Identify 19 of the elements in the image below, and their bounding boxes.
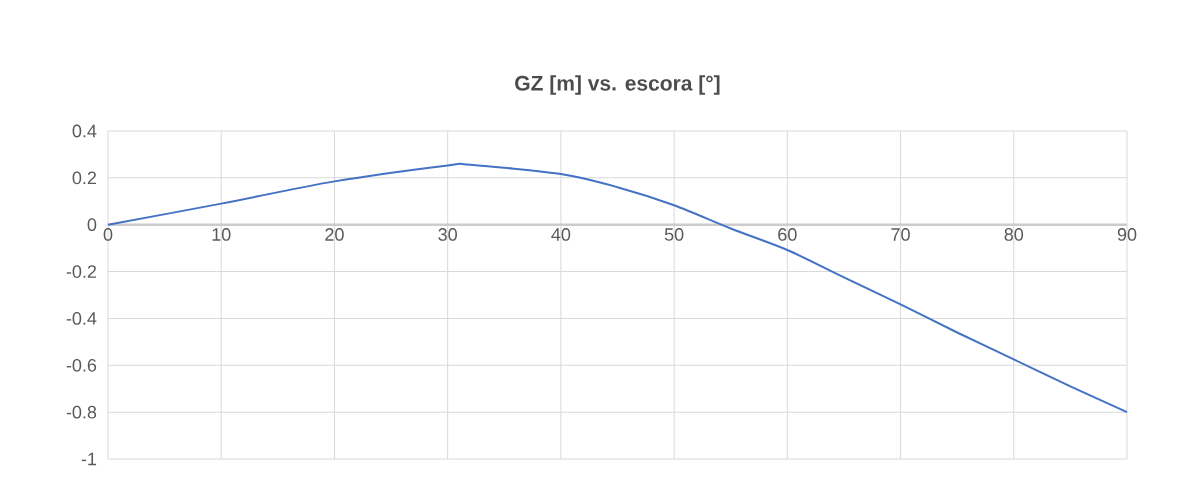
x-tick-label: 90 [1117, 228, 1137, 241]
x-tick-label: 20 [325, 228, 344, 241]
x-tick-label: 70 [891, 228, 910, 241]
y-tick-label: 0 [87, 218, 97, 232]
x-tick-label: 50 [664, 228, 684, 241]
y-tick-label: -0.8 [66, 405, 97, 419]
y-tick-label: -1 [81, 452, 97, 466]
y-tick-label: 0.2 [72, 171, 97, 185]
y-tick-label: -0.4 [66, 312, 97, 325]
x-tick-label: 60 [778, 228, 797, 241]
y-tick-label: 0.4 [72, 124, 97, 138]
x-tick-label: 0 [103, 228, 113, 241]
x-tick-label: 80 [1004, 228, 1024, 241]
y-tick-label: -0.2 [66, 265, 97, 278]
chart-title: GZ [m] vs. escora [°] [515, 75, 720, 95]
y-tick-label: -0.6 [66, 358, 97, 372]
x-tick-label: 10 [212, 228, 231, 241]
x-tick-label: 30 [438, 228, 457, 241]
x-tick-label: 40 [551, 228, 571, 241]
